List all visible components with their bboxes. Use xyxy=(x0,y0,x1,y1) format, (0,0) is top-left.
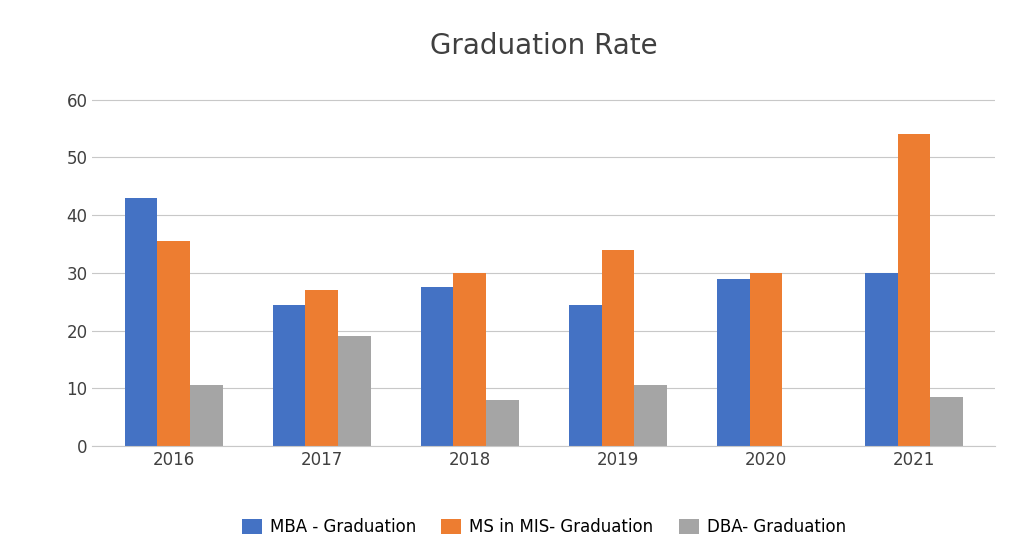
Bar xyxy=(453,273,486,446)
Bar xyxy=(898,134,931,446)
Bar xyxy=(601,250,634,446)
Bar xyxy=(569,305,601,446)
Bar xyxy=(273,305,306,446)
Bar xyxy=(190,386,223,446)
Bar xyxy=(750,273,782,446)
Legend: MBA - Graduation, MS in MIS- Graduation, DBA- Graduation: MBA - Graduation, MS in MIS- Graduation,… xyxy=(235,511,853,543)
Bar xyxy=(931,397,962,446)
Bar xyxy=(634,386,667,446)
Bar xyxy=(421,287,453,446)
Bar xyxy=(338,336,370,446)
Bar xyxy=(125,198,157,446)
Bar xyxy=(306,290,338,446)
Bar xyxy=(865,273,898,446)
Bar xyxy=(717,279,750,446)
Bar xyxy=(157,241,190,446)
Title: Graduation Rate: Graduation Rate xyxy=(430,32,658,60)
Bar xyxy=(486,400,518,446)
